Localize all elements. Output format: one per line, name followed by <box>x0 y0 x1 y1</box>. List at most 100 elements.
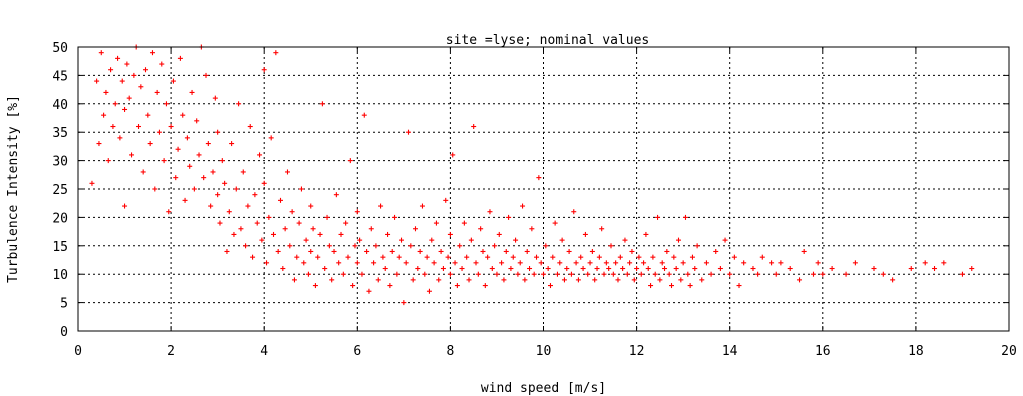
data-point <box>98 50 104 56</box>
data-point <box>610 271 616 277</box>
data-point <box>543 243 549 249</box>
data-point <box>731 254 737 260</box>
data-point <box>673 266 679 272</box>
data-point <box>112 101 118 107</box>
data-point <box>254 220 260 226</box>
data-point <box>587 260 593 266</box>
data-point <box>447 231 453 237</box>
data-point <box>517 260 523 266</box>
data-point <box>482 283 488 289</box>
data-point <box>422 271 428 277</box>
data-point <box>820 271 826 277</box>
data-point <box>364 248 370 254</box>
y-tick-label: 5 <box>60 297 68 312</box>
data-point <box>319 101 325 107</box>
data-point <box>138 84 144 90</box>
data-points <box>89 44 975 306</box>
x-tick-label: 16 <box>815 344 831 359</box>
data-point <box>257 152 263 158</box>
data-point <box>443 197 449 203</box>
data-point <box>189 89 195 95</box>
data-point <box>385 231 391 237</box>
data-point <box>250 254 256 260</box>
data-point <box>671 254 677 260</box>
data-point <box>103 89 109 95</box>
data-point <box>408 243 414 249</box>
data-point <box>655 214 661 220</box>
data-point <box>431 260 437 266</box>
x-tick-label: 10 <box>536 344 552 359</box>
data-point <box>759 254 765 260</box>
data-point <box>240 169 246 175</box>
data-point <box>336 260 342 266</box>
data-point <box>473 260 479 266</box>
data-point <box>126 95 132 101</box>
data-point <box>589 248 595 254</box>
data-point <box>613 260 619 266</box>
data-point <box>322 266 328 272</box>
data-point <box>797 277 803 283</box>
data-point <box>568 271 574 277</box>
x-tick-label: 6 <box>353 344 361 359</box>
data-point <box>166 209 172 215</box>
y-tick-label: 10 <box>52 268 68 283</box>
data-point <box>527 266 533 272</box>
data-point <box>147 141 153 147</box>
data-point <box>685 271 691 277</box>
data-point <box>194 118 200 124</box>
data-point <box>680 260 686 266</box>
data-point <box>275 248 281 254</box>
data-point <box>475 271 481 277</box>
data-point <box>503 248 509 254</box>
x-tick-label: 20 <box>1001 344 1017 359</box>
data-point <box>652 271 658 277</box>
data-point <box>268 135 274 141</box>
data-point <box>366 288 372 294</box>
data-point <box>722 237 728 243</box>
data-point <box>212 95 218 101</box>
data-point <box>219 158 225 164</box>
data-point <box>149 50 155 56</box>
data-point <box>259 237 265 243</box>
data-point <box>252 192 258 198</box>
data-point <box>506 214 512 220</box>
data-point <box>410 277 416 283</box>
data-point <box>815 260 821 266</box>
y-tick-label: 45 <box>52 69 68 84</box>
data-point <box>426 288 432 294</box>
data-point <box>464 254 470 260</box>
data-point <box>273 50 279 56</box>
data-point <box>392 214 398 220</box>
y-axis-label: Turbulence Intensity [%] <box>6 95 21 283</box>
data-point <box>187 163 193 169</box>
data-point <box>282 226 288 232</box>
data-point <box>308 203 314 209</box>
data-point <box>247 124 253 130</box>
data-point <box>338 231 344 237</box>
data-point <box>645 266 651 272</box>
data-point <box>317 231 323 237</box>
data-point <box>161 158 167 164</box>
data-point <box>550 254 556 260</box>
data-point <box>177 55 183 61</box>
data-point <box>580 266 586 272</box>
data-point <box>666 271 672 277</box>
data-point <box>184 135 190 141</box>
data-point <box>487 209 493 215</box>
data-point <box>180 112 186 118</box>
data-point <box>168 124 174 130</box>
data-point <box>447 271 453 277</box>
data-point <box>305 271 311 277</box>
data-point <box>468 237 474 243</box>
data-point <box>284 169 290 175</box>
data-point <box>534 254 540 260</box>
data-point <box>634 266 640 272</box>
data-point <box>852 260 858 266</box>
data-point <box>173 175 179 181</box>
data-point <box>129 152 135 158</box>
data-point <box>727 271 733 277</box>
data-point <box>552 220 558 226</box>
data-point <box>624 271 630 277</box>
data-point <box>566 248 572 254</box>
data-point <box>375 277 381 283</box>
